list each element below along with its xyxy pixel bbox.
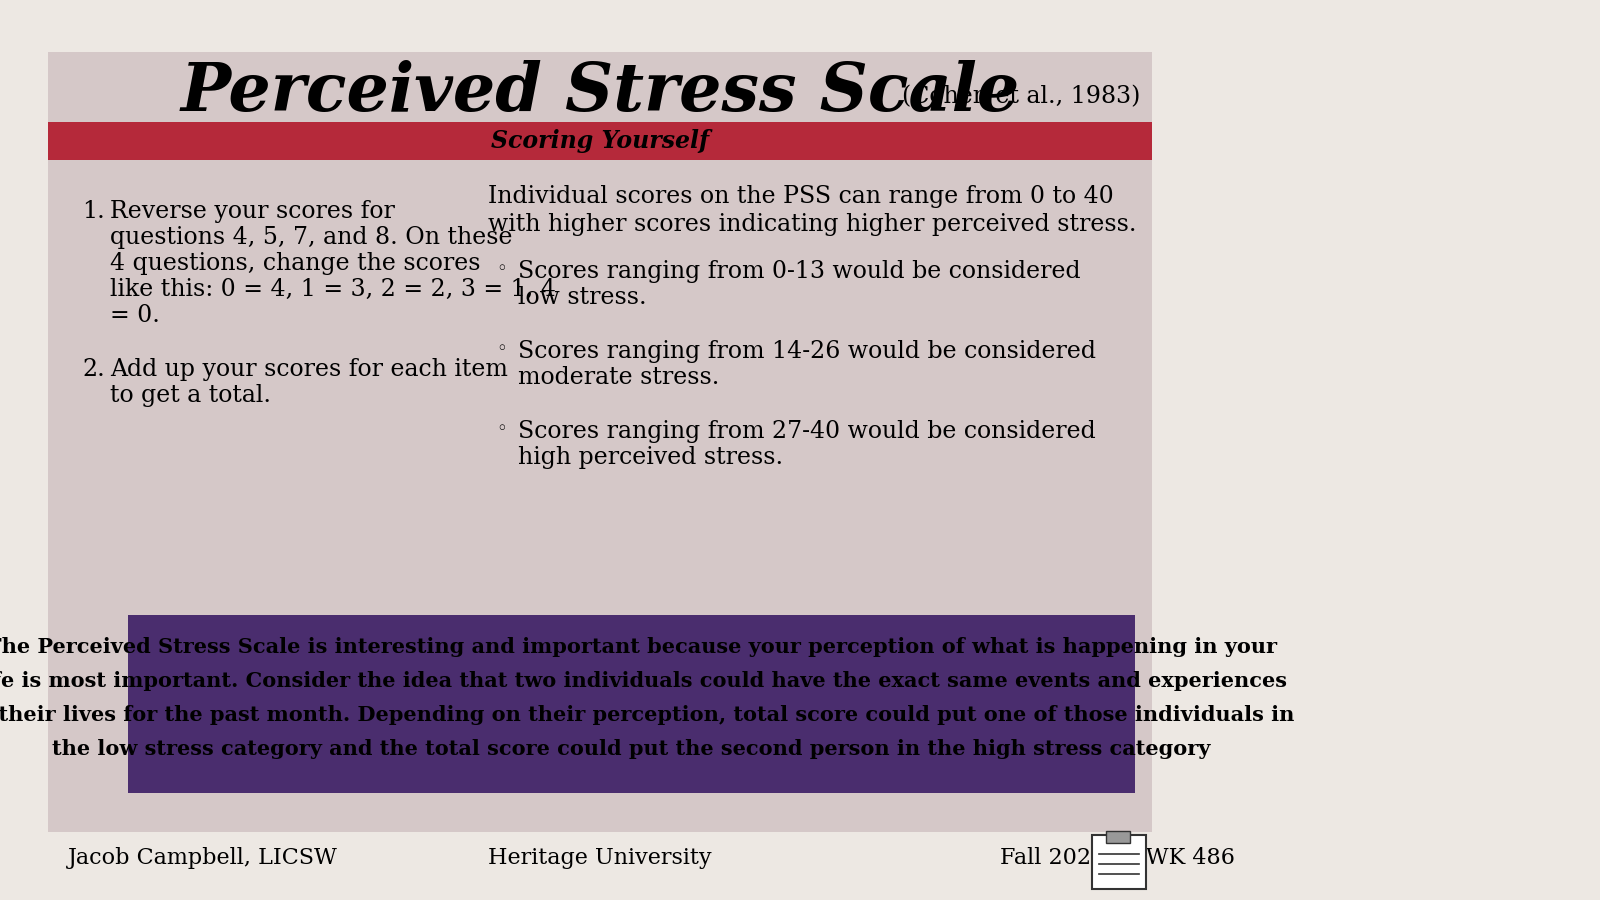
Bar — [128, 615, 1134, 793]
Text: Scoring Yourself: Scoring Yourself — [491, 129, 709, 153]
Text: the low stress category and the total score could put the second person in the h: the low stress category and the total sc… — [53, 739, 1211, 759]
Text: life is most important. Consider the idea that two individuals could have the ex: life is most important. Consider the ide… — [0, 671, 1286, 691]
Text: Perceived Stress Scale: Perceived Stress Scale — [181, 59, 1019, 124]
Text: ◦: ◦ — [496, 260, 507, 278]
Text: 4 questions, change the scores: 4 questions, change the scores — [110, 252, 480, 275]
Bar — [48, 122, 1152, 160]
FancyBboxPatch shape — [1106, 831, 1130, 843]
Text: low stress.: low stress. — [518, 286, 646, 309]
Text: Add up your scores for each item: Add up your scores for each item — [110, 358, 507, 381]
Text: 2.: 2. — [82, 358, 104, 381]
Text: in their lives for the past month. Depending on their perception, total score co: in their lives for the past month. Depen… — [0, 705, 1294, 725]
Text: moderate stress.: moderate stress. — [518, 366, 720, 389]
Bar — [48, 52, 1152, 832]
Text: with higher scores indicating higher perceived stress.: with higher scores indicating higher per… — [488, 213, 1136, 236]
Text: high perceived stress.: high perceived stress. — [518, 446, 782, 469]
Text: ◦: ◦ — [496, 340, 507, 358]
Text: Scores ranging from 0-13 would be considered: Scores ranging from 0-13 would be consid… — [518, 260, 1080, 283]
Text: The Perceived Stress Scale is interesting and important because your perception : The Perceived Stress Scale is interestin… — [0, 637, 1277, 657]
Text: Scores ranging from 27-40 would be considered: Scores ranging from 27-40 would be consi… — [518, 420, 1096, 443]
Text: Individual scores on the PSS can range from 0 to 40: Individual scores on the PSS can range f… — [488, 185, 1114, 208]
Text: Fall 2022 SOWK 486: Fall 2022 SOWK 486 — [1000, 847, 1235, 869]
Text: questions 4, 5, 7, and 8. On these: questions 4, 5, 7, and 8. On these — [110, 226, 512, 249]
Text: ◦: ◦ — [496, 420, 507, 438]
Text: to get a total.: to get a total. — [110, 384, 270, 407]
Text: 1.: 1. — [82, 200, 104, 223]
FancyBboxPatch shape — [1091, 835, 1146, 889]
Text: Heritage University: Heritage University — [488, 847, 712, 869]
Text: like this: 0 = 4, 1 = 3, 2 = 2, 3 = 1, 4: like this: 0 = 4, 1 = 3, 2 = 2, 3 = 1, 4 — [110, 278, 557, 301]
Text: Scores ranging from 14-26 would be considered: Scores ranging from 14-26 would be consi… — [518, 340, 1096, 363]
Text: = 0.: = 0. — [110, 304, 160, 327]
Text: Reverse your scores for: Reverse your scores for — [110, 200, 395, 223]
Text: (Cohen et al., 1983): (Cohen et al., 1983) — [902, 86, 1139, 109]
Text: Jacob Campbell, LICSW: Jacob Campbell, LICSW — [67, 847, 338, 869]
